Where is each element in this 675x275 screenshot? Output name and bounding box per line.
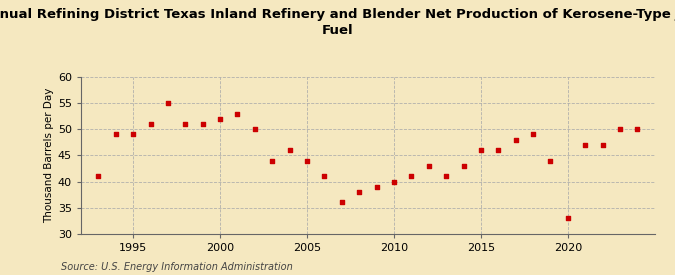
Point (545, 158, 556, 163)
Point (336, 200, 347, 205)
Point (580, 143, 591, 147)
Point (458, 164, 469, 168)
Point (180, 122, 191, 126)
Text: Annual Refining District Texas Inland Refinery and Blender Net Production of Ker: Annual Refining District Texas Inland Re… (0, 8, 675, 37)
Point (406, 174, 416, 178)
Point (354, 190, 364, 194)
Point (267, 158, 277, 163)
Text: Source: U.S. Energy Information Administration: Source: U.S. Energy Information Administ… (61, 262, 292, 272)
Point (163, 101, 173, 105)
Point (128, 132, 138, 137)
Point (319, 174, 330, 178)
Point (302, 158, 313, 163)
Point (597, 143, 608, 147)
Point (197, 122, 208, 126)
Point (250, 127, 261, 131)
Y-axis label: Thousand Barrels per Day: Thousand Barrels per Day (44, 88, 54, 223)
Point (232, 111, 243, 116)
Point (145, 122, 156, 126)
Point (562, 216, 573, 220)
Point (111, 132, 122, 137)
Point (215, 117, 225, 121)
Point (632, 127, 643, 131)
Point (510, 138, 521, 142)
Point (284, 148, 295, 152)
Point (475, 148, 486, 152)
Point (371, 185, 382, 189)
Point (93, 174, 104, 178)
Point (423, 164, 434, 168)
Point (614, 127, 625, 131)
Point (528, 132, 539, 137)
Point (441, 174, 452, 178)
Point (389, 179, 400, 184)
Point (493, 148, 504, 152)
